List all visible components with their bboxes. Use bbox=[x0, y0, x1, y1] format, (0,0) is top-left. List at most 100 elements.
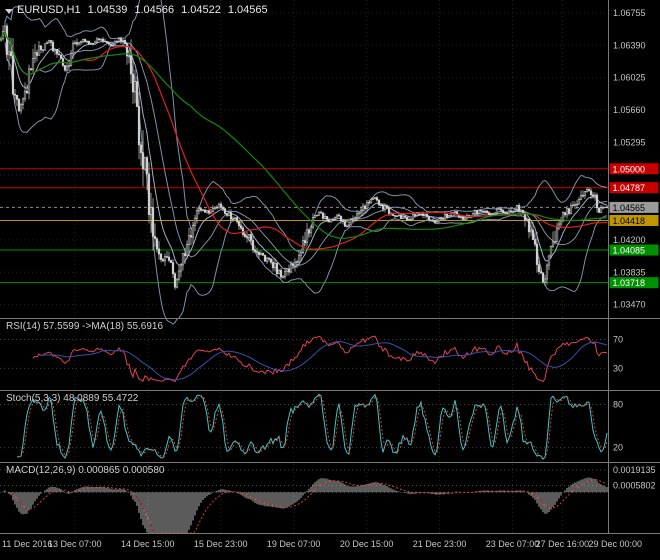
candle-body bbox=[347, 224, 351, 227]
candle-body bbox=[597, 207, 601, 213]
candle-body bbox=[35, 52, 39, 56]
candle-body bbox=[411, 214, 415, 220]
candle-body bbox=[511, 211, 515, 213]
candle-body bbox=[563, 212, 567, 216]
candle-body bbox=[93, 41, 97, 45]
price-axis-tick: 1.03835 bbox=[613, 267, 646, 277]
macd-indicator-label: MACD(12,26,9) 0.000865 0.000580 bbox=[6, 465, 165, 476]
candle-body bbox=[503, 212, 507, 214]
candle-body bbox=[605, 206, 609, 209]
candle-body bbox=[477, 209, 481, 214]
macd-axis-tick: 0.0005802 bbox=[613, 481, 656, 491]
rsi-axis-tick: 70 bbox=[613, 335, 623, 345]
candle-body bbox=[193, 217, 197, 226]
candle-body bbox=[591, 194, 595, 197]
candle-body bbox=[523, 213, 527, 221]
rsi-indicator-label: RSI(14) 57.5599 ->MA(18) 55.6916 bbox=[6, 321, 164, 332]
ohlc-close-value: 1.04565 bbox=[227, 4, 268, 16]
candle-body bbox=[559, 220, 563, 225]
candle-body bbox=[253, 249, 257, 252]
candle-body bbox=[387, 207, 391, 215]
candle-body bbox=[565, 208, 569, 216]
rsi-ma-line bbox=[40, 340, 608, 381]
candle-body bbox=[73, 42, 77, 44]
candle-body bbox=[9, 51, 13, 57]
candle-body bbox=[187, 235, 191, 245]
candle-body bbox=[517, 205, 521, 212]
price-axis-tick: 1.03470 bbox=[613, 300, 646, 310]
candle-body bbox=[137, 106, 141, 146]
candle-body bbox=[153, 236, 157, 240]
candle-body bbox=[379, 204, 383, 207]
candle-body bbox=[431, 219, 435, 222]
candle-body bbox=[157, 248, 161, 255]
candle-body bbox=[551, 241, 555, 247]
candle-body bbox=[183, 253, 187, 256]
candle-body bbox=[505, 212, 509, 214]
candle-body bbox=[463, 217, 467, 220]
candle-body bbox=[429, 219, 433, 222]
candle-body bbox=[297, 254, 301, 263]
candle-body bbox=[437, 218, 441, 222]
candle-body bbox=[497, 208, 501, 210]
candle-body bbox=[181, 253, 185, 266]
candle-body bbox=[111, 43, 115, 46]
candle-body bbox=[397, 214, 401, 217]
candle-body bbox=[95, 38, 99, 43]
candle-body bbox=[143, 157, 147, 170]
price-level-tag-label: 1.04085 bbox=[613, 246, 646, 256]
candle-body bbox=[83, 38, 87, 43]
candle-body bbox=[363, 205, 367, 210]
candle-body bbox=[519, 209, 523, 212]
candle-body bbox=[289, 263, 293, 273]
candle-body bbox=[407, 219, 411, 221]
candle-body bbox=[339, 215, 343, 221]
candle-body bbox=[23, 90, 27, 100]
rsi-line bbox=[32, 335, 608, 383]
candle-body bbox=[101, 38, 105, 42]
time-axis-label: 15 Dec 23:00 bbox=[194, 539, 248, 549]
time-axis-label: 14 Dec 15:00 bbox=[121, 539, 175, 549]
candle-body bbox=[21, 98, 25, 105]
candle-body bbox=[299, 252, 303, 256]
candle-body bbox=[383, 205, 387, 210]
candle-body bbox=[375, 197, 379, 201]
candle-body bbox=[547, 255, 551, 266]
candle-body bbox=[255, 251, 259, 253]
candle-body bbox=[321, 212, 325, 219]
candle-body bbox=[223, 208, 227, 214]
current-price-tag bbox=[609, 201, 659, 213]
candle-body bbox=[265, 257, 269, 262]
candle-body bbox=[569, 205, 573, 214]
candle-body bbox=[405, 217, 409, 221]
candle-body bbox=[89, 43, 93, 45]
candle-body bbox=[513, 209, 517, 212]
candle-body bbox=[329, 219, 333, 223]
candle-body bbox=[279, 269, 283, 278]
candle-body bbox=[335, 214, 339, 218]
candle-body bbox=[381, 204, 385, 210]
candle-body bbox=[103, 40, 107, 43]
symbol-timeframe-label: EURUSD,H1 bbox=[17, 4, 81, 16]
candle-body bbox=[499, 208, 503, 211]
candle-body bbox=[189, 235, 193, 238]
candle-body bbox=[313, 215, 317, 218]
ohlc-high-value: 1.04566 bbox=[134, 4, 175, 16]
candle-body bbox=[475, 210, 479, 214]
candle-body bbox=[165, 256, 169, 258]
one-click-trading-arrow-icon[interactable] bbox=[5, 9, 13, 14]
candle-body bbox=[127, 55, 131, 57]
candle-body bbox=[59, 54, 63, 59]
candle-body bbox=[287, 268, 291, 273]
candle-body bbox=[585, 189, 589, 193]
time-axis-label: 20 Dec 15:00 bbox=[340, 539, 394, 549]
candle-body bbox=[27, 68, 31, 94]
current-price-tag-label: 1.04565 bbox=[613, 203, 646, 213]
candle-body bbox=[271, 262, 275, 269]
candle-body bbox=[267, 257, 271, 260]
candle-body bbox=[277, 269, 281, 275]
candle-body bbox=[553, 241, 557, 243]
candle-body bbox=[515, 205, 519, 210]
